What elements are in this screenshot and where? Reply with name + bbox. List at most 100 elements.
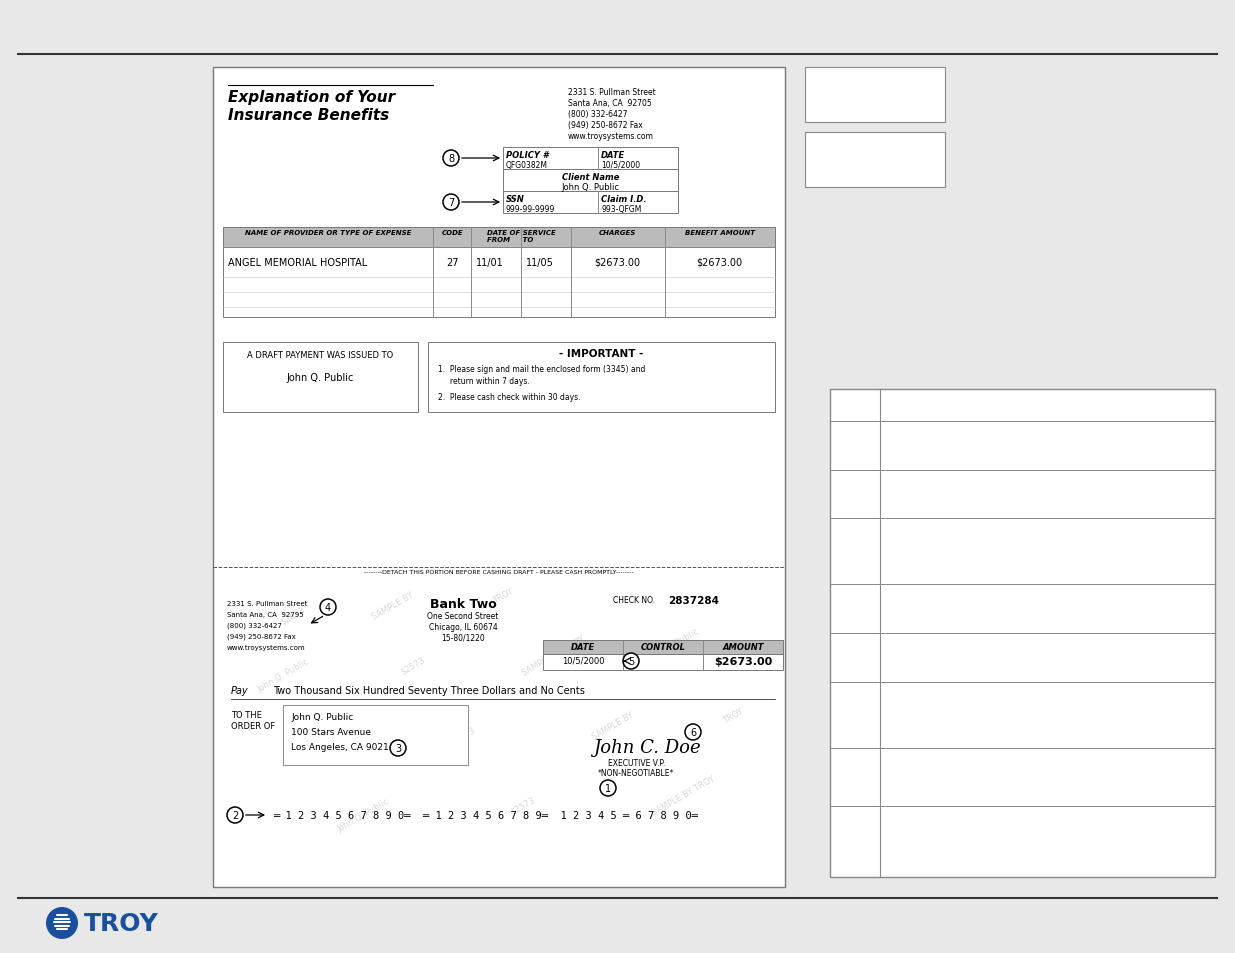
Text: TROY: TROY	[84, 911, 159, 935]
Text: $2573: $2573	[399, 655, 427, 676]
Circle shape	[46, 907, 78, 939]
Text: EXECUTIVE V.P.: EXECUTIVE V.P.	[608, 759, 666, 767]
Bar	[543, 640, 783, 655]
Text: $2673.00: $2673.00	[714, 657, 772, 666]
Text: Client Name: Client Name	[562, 172, 619, 182]
Circle shape	[443, 194, 459, 211]
Text: 27: 27	[446, 257, 458, 268]
Text: TO THE: TO THE	[231, 710, 262, 720]
Text: DATE: DATE	[601, 151, 625, 160]
Text: John Q. Public: John Q. Public	[336, 797, 390, 834]
Bar	[543, 655, 783, 670]
Text: www.troysystems.com: www.troysystems.com	[568, 132, 653, 141]
Bar	[503, 170, 678, 192]
Text: *NON-NEGOTIABLE*: *NON-NEGOTIABLE*	[598, 768, 674, 778]
Text: A DRAFT PAYMENT WAS ISSUED TO: A DRAFT PAYMENT WAS ISSUED TO	[247, 351, 394, 359]
Text: SAMPLE BY TROY: SAMPLE BY TROY	[520, 634, 585, 677]
Text: $2673: $2673	[279, 605, 306, 626]
Text: Two Thousand Six Hundred Seventy Three Dollars and No Cents: Two Thousand Six Hundred Seventy Three D…	[273, 685, 585, 696]
Text: 4: 4	[325, 602, 331, 613]
Text: Pay: Pay	[231, 685, 248, 696]
Bar	[224, 248, 776, 317]
Text: QFG0382M: QFG0382M	[506, 161, 548, 170]
Text: One Second Street: One Second Street	[427, 612, 499, 620]
Text: POLICY #: POLICY #	[506, 151, 548, 160]
Text: $2673: $2673	[450, 724, 477, 746]
Circle shape	[685, 724, 701, 740]
Text: John Q. Public: John Q. Public	[646, 627, 700, 663]
Text: 1.  Please sign and mail the enclosed form (3345) and
     return within 7 days.: 1. Please sign and mail the enclosed for…	[438, 365, 646, 385]
Text: 11/05: 11/05	[526, 257, 555, 268]
Text: Santa Ana, CA  92795: Santa Ana, CA 92795	[227, 612, 304, 618]
Text: John Q. Public: John Q. Public	[287, 373, 354, 382]
Text: 6: 6	[690, 727, 697, 738]
Text: SAMPLE BY: SAMPLE BY	[590, 710, 635, 740]
Text: Los Angeles, CA 9021: Los Angeles, CA 9021	[291, 742, 389, 751]
Text: (949) 250-8672 Fax: (949) 250-8672 Fax	[227, 634, 295, 639]
Text: (800) 332-6427: (800) 332-6427	[568, 110, 627, 119]
Text: 999-99-9999: 999-99-9999	[506, 205, 556, 213]
Bar	[429, 343, 776, 413]
Text: DATE: DATE	[571, 642, 595, 651]
Text: Insurance Benefits: Insurance Benefits	[228, 108, 389, 123]
Text: www.troysystems.com: www.troysystems.com	[227, 644, 305, 650]
Text: TROY: TROY	[492, 586, 515, 605]
Text: --------DETACH THIS PORTION BEFORE CASHING DRAFT - PLEASE CASH PROMPTLY--------: --------DETACH THIS PORTION BEFORE CASHI…	[364, 569, 634, 575]
Text: Claim I.D.: Claim I.D.	[601, 194, 646, 204]
Bar	[805, 132, 945, 188]
Circle shape	[390, 740, 406, 757]
Bar	[0, 0, 205, 953]
Text: $2673 SAMPLE: $2673 SAMPLE	[284, 725, 342, 764]
Text: 993-QFGM: 993-QFGM	[601, 205, 641, 213]
Text: 2.  Please cash check within 30 days.: 2. Please cash check within 30 days.	[438, 393, 580, 401]
Text: $2573: $2573	[509, 795, 537, 816]
Text: 7: 7	[448, 198, 454, 208]
Text: $2673.00: $2673.00	[697, 257, 743, 268]
Circle shape	[600, 781, 616, 796]
Text: 2837284: 2837284	[668, 596, 719, 605]
Text: Explanation of Your: Explanation of Your	[228, 90, 395, 105]
Bar	[212, 68, 785, 887]
Text: 10/5/2000: 10/5/2000	[562, 657, 604, 665]
Bar	[224, 343, 417, 413]
Text: ═ 1 2 3 4 5 6 7 8 9 0═  ═ 1 2 3 4 5 6 7 8 9═  1 2 3 4 5 ═ 6 7 8 9 0═: ═ 1 2 3 4 5 6 7 8 9 0═ ═ 1 2 3 4 5 6 7 8…	[273, 810, 698, 821]
Text: 1: 1	[605, 783, 611, 793]
Text: 2331 S. Pullman Street: 2331 S. Pullman Street	[227, 600, 308, 606]
Text: CHECK NO.: CHECK NO.	[613, 596, 655, 604]
Bar	[283, 705, 468, 765]
Text: ANGEL MEMORIAL HOSPITAL: ANGEL MEMORIAL HOSPITAL	[228, 257, 367, 268]
Bar	[503, 148, 678, 170]
Text: John Q. Public: John Q. Public	[562, 183, 620, 192]
Text: John Q. Public: John Q. Public	[256, 657, 310, 694]
Text: John Q. Public: John Q. Public	[291, 712, 353, 721]
Text: (949) 250-8672 Fax: (949) 250-8672 Fax	[568, 121, 642, 130]
Circle shape	[443, 151, 459, 167]
Text: BENEFIT AMOUNT: BENEFIT AMOUNT	[684, 230, 755, 235]
Bar	[830, 390, 1215, 877]
Circle shape	[622, 654, 638, 669]
Text: 15-80/1220: 15-80/1220	[441, 634, 485, 642]
Text: 3: 3	[395, 743, 401, 753]
Text: (800) 332-6427: (800) 332-6427	[227, 622, 282, 629]
Text: NAME OF PROVIDER OR TYPE OF EXPENSE: NAME OF PROVIDER OR TYPE OF EXPENSE	[245, 230, 411, 235]
Bar	[224, 228, 776, 248]
Text: $2673.00: $2673.00	[594, 257, 641, 268]
Bar	[503, 192, 678, 213]
Text: CHARGES: CHARGES	[599, 230, 636, 235]
Text: AMOUNT: AMOUNT	[722, 642, 763, 651]
Text: 11/01: 11/01	[477, 257, 504, 268]
Circle shape	[320, 599, 336, 616]
Text: SAMPLE BY TROY: SAMPLE BY TROY	[650, 774, 716, 817]
Text: TROY: TROY	[721, 706, 745, 724]
Text: CONTROL: CONTROL	[641, 642, 685, 651]
Text: John C. Doe: John C. Doe	[593, 739, 700, 757]
Text: 5: 5	[627, 657, 634, 666]
Text: 100 Stars Avenue: 100 Stars Avenue	[291, 727, 370, 737]
Text: ORDER OF: ORDER OF	[231, 721, 275, 730]
Text: Santa Ana, CA  92705: Santa Ana, CA 92705	[568, 99, 652, 108]
Text: Bank Two: Bank Two	[430, 598, 496, 610]
Text: 10/5/2000: 10/5/2000	[601, 161, 640, 170]
Text: Chicago, IL 60674: Chicago, IL 60674	[429, 622, 498, 631]
Text: 2: 2	[232, 810, 238, 821]
Bar	[805, 68, 945, 123]
